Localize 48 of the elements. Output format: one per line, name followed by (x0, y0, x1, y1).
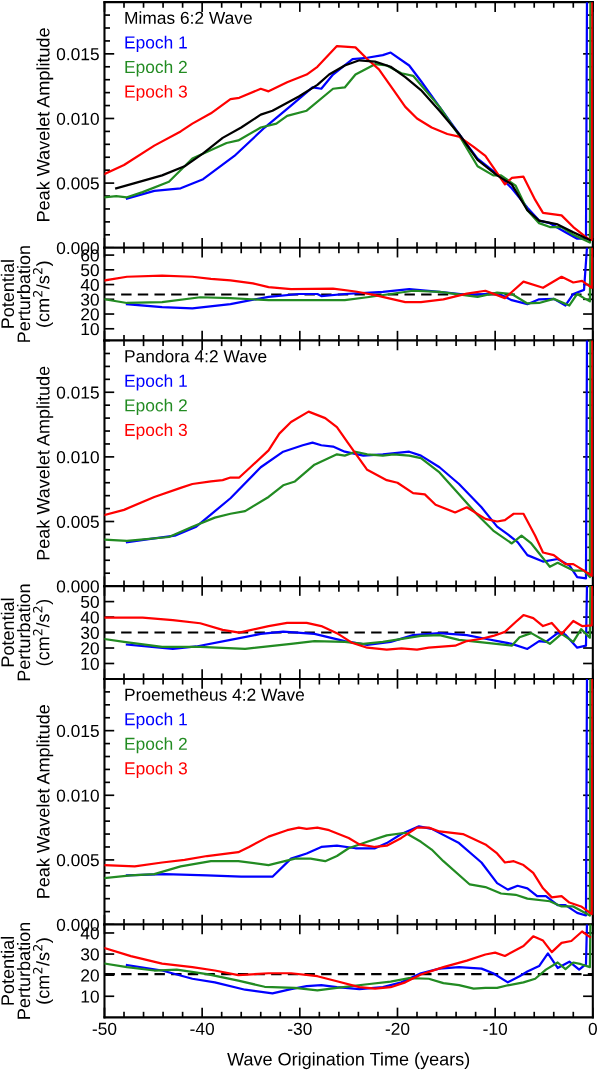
y-tick-label: 30 (80, 948, 99, 961)
text: Epoch 3 (125, 761, 187, 778)
y-tick-label: 0.000 (56, 580, 99, 593)
y-axis-title: Peak Wavelet Amplitude (36, 366, 54, 560)
y-tick-label: 20 (81, 969, 99, 982)
y-tick-label: 20 (81, 308, 99, 321)
y-tick-label: 10 (81, 322, 99, 336)
y-axis-title: Peak Wavelet Amplitude (36, 28, 54, 221)
y-tick-label: 50 (81, 264, 99, 277)
y-tick-label: 0.005 (56, 515, 99, 528)
x-tick-label: -40 (190, 1022, 215, 1035)
y-tick-label: 50 (81, 595, 99, 609)
x-axis-title: Wave Origination Time (years) (227, 1052, 470, 1070)
x-tick-label: -50 (92, 1022, 117, 1035)
series-label: Epoch 3 (125, 84, 187, 102)
y-tick-label: 10 (81, 657, 99, 670)
y-tick-label: 40 (80, 611, 99, 624)
y-tick-label: 0.015 (56, 48, 99, 61)
y-tick-label: 10 (81, 990, 99, 1003)
text: Epoch 2 (125, 60, 187, 77)
y-tick-label: 0.010 (56, 451, 99, 464)
y-tick-label: 20 (81, 642, 99, 655)
y-tick-label: 40 (80, 278, 99, 292)
y-axis-title: Potential Perturbation (cm$^{2}$/s$^{2}$) (0, 922, 54, 1019)
text: Epoch 3 (125, 423, 187, 440)
y-tick-label: 30 (80, 293, 99, 306)
text: Epoch 1 (125, 712, 187, 729)
y-tick-label: 0.005 (56, 854, 99, 867)
text: Epoch 1 (125, 35, 187, 52)
x-tick-label: -10 (483, 1022, 508, 1035)
x-tick-label: -20 (385, 1022, 410, 1035)
x-tick-label: -30 (288, 1022, 312, 1035)
chart-title: Proemetheus 4:2 Wave (125, 688, 304, 701)
text: Epoch 2 (125, 737, 187, 754)
chart-title: Pandora 4:2 Wave (125, 349, 267, 363)
y-tick-label: 0.015 (56, 724, 99, 738)
chart-title: Mimas 6:2 Wave (125, 11, 252, 25)
y-axis-title: Peak Wavelet Amplitude (36, 705, 54, 898)
y-tick-label: 0.005 (56, 177, 99, 190)
x-tick-label: 0 (588, 1022, 597, 1035)
text: Epoch 1 (125, 374, 187, 391)
y-axis-title: Potential Perturbation (cm$^{2}$/s$^{2}$) (0, 246, 54, 342)
y-tick-label: 0.015 (56, 386, 99, 399)
y-tick-label: 0.010 (56, 789, 99, 802)
y-tick-label: 30 (80, 626, 99, 639)
y-tick-label: 0.010 (56, 112, 99, 125)
text: Epoch 2 (125, 398, 187, 415)
y-axis-title: Potential Perturbation (cm$^{2}$/s$^{2}$) (0, 584, 54, 681)
